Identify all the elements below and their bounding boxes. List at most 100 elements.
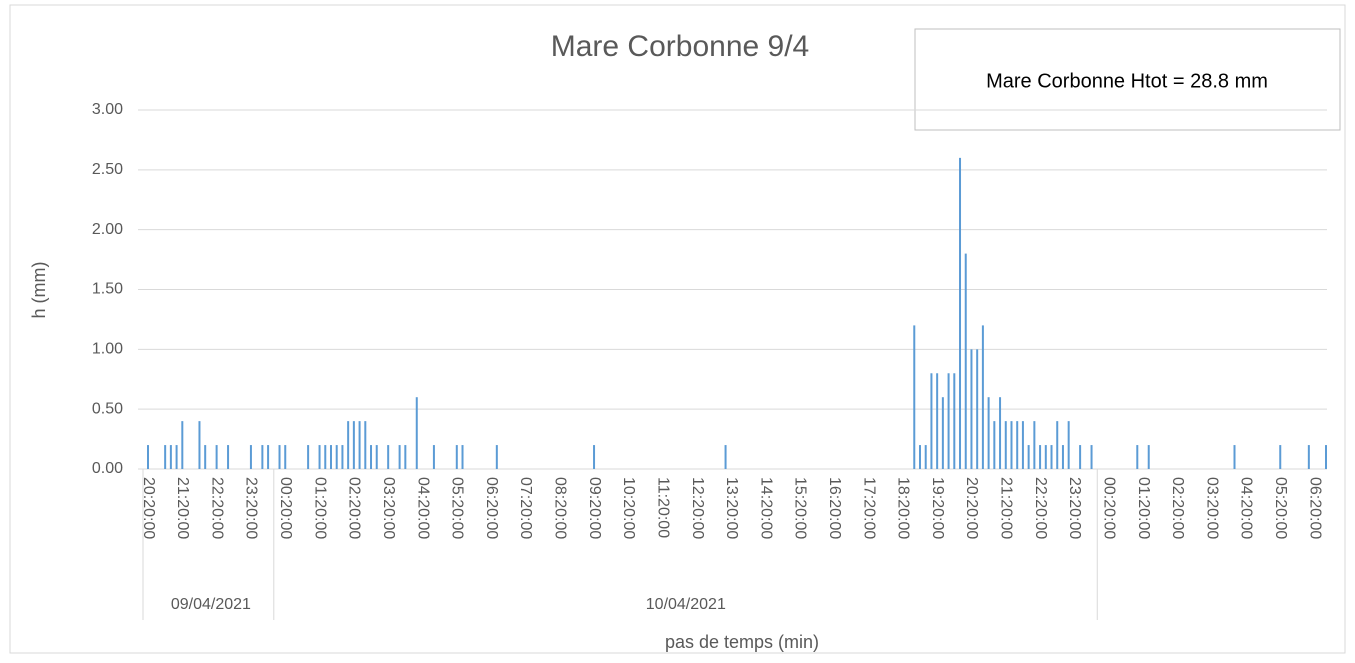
x-tick-label: 21:20:00 xyxy=(174,477,191,539)
bar xyxy=(987,397,990,469)
x-tick-label: 06:20:00 xyxy=(1306,477,1323,539)
bar xyxy=(398,445,401,469)
bar xyxy=(352,421,355,469)
bar xyxy=(175,445,178,469)
y-tick-label: 1.00 xyxy=(92,341,123,358)
bar xyxy=(1039,445,1042,469)
bar xyxy=(215,445,218,469)
x-tick-label: 20:20:00 xyxy=(963,477,980,539)
bar xyxy=(593,445,596,469)
y-tick-label: 3.00 xyxy=(92,101,123,118)
bar xyxy=(495,445,498,469)
y-tick-label: 0.50 xyxy=(92,400,123,417)
bar xyxy=(249,445,252,469)
x-tick-label: 10:20:00 xyxy=(620,477,637,539)
x-tick-label: 11:20:00 xyxy=(654,477,671,538)
bar xyxy=(335,445,338,469)
bar xyxy=(1147,445,1150,469)
group-label: 10/04/2021 xyxy=(646,596,726,613)
x-tick-label: 16:20:00 xyxy=(826,477,843,539)
bar xyxy=(1325,445,1327,469)
bar xyxy=(1004,421,1007,469)
bar xyxy=(370,445,373,469)
bar xyxy=(307,445,310,469)
bar xyxy=(930,373,933,469)
bar xyxy=(341,445,344,469)
chart-title: Mare Corbonne 9/4 xyxy=(551,30,810,63)
y-axis-label: h (mm) xyxy=(29,262,49,319)
bar xyxy=(415,397,418,469)
x-tick-label: 05:20:00 xyxy=(1272,477,1289,539)
bar xyxy=(455,445,458,469)
x-tick-label: 15:20:00 xyxy=(792,477,809,539)
bar xyxy=(959,157,962,469)
y-tick-label: 1.50 xyxy=(92,281,123,298)
x-tick-label: 20:20:00 xyxy=(140,477,157,539)
x-tick-label: 09:20:00 xyxy=(586,477,603,539)
x-tick-label: 19:20:00 xyxy=(929,477,946,539)
bar xyxy=(267,445,270,469)
x-tick-label: 03:20:00 xyxy=(380,477,397,539)
bar xyxy=(936,373,939,469)
x-tick-label: 04:20:00 xyxy=(414,477,431,539)
bar xyxy=(1027,445,1030,469)
x-tick-label: 00:20:00 xyxy=(1100,477,1117,539)
x-tick-label: 02:20:00 xyxy=(1169,477,1186,539)
bar xyxy=(953,373,956,469)
bar xyxy=(1010,421,1013,469)
x-tick-label: 03:20:00 xyxy=(1203,477,1220,539)
bar xyxy=(375,445,378,469)
x-tick-label: 14:20:00 xyxy=(757,477,774,539)
x-tick-label: 05:20:00 xyxy=(449,477,466,539)
y-tick-label: 0.00 xyxy=(92,460,123,477)
bar xyxy=(999,397,1002,469)
bar xyxy=(1061,445,1064,469)
bar xyxy=(324,445,327,469)
bar xyxy=(1233,445,1236,469)
x-tick-label: 22:20:00 xyxy=(208,477,225,539)
bar xyxy=(1033,421,1036,469)
bar xyxy=(404,445,407,469)
bar xyxy=(164,445,167,469)
group-label: 09/04/2021 xyxy=(171,596,251,613)
bar xyxy=(329,445,332,469)
x-axis-label: pas de temps (min) xyxy=(665,632,819,652)
bar xyxy=(147,445,149,469)
bar xyxy=(1050,445,1053,469)
x-tick-label: 00:20:00 xyxy=(277,477,294,539)
bar xyxy=(387,445,390,469)
y-tick-label: 2.50 xyxy=(92,161,123,178)
bar xyxy=(1307,445,1310,469)
bar xyxy=(1044,445,1047,469)
bar xyxy=(1056,421,1059,469)
x-tick-label: 23:20:00 xyxy=(1066,477,1083,539)
bar xyxy=(1016,421,1019,469)
bar xyxy=(964,253,967,469)
bar xyxy=(432,445,435,469)
bar xyxy=(947,373,950,469)
bar xyxy=(358,421,361,469)
bar xyxy=(970,349,973,469)
bar xyxy=(924,445,927,469)
bar xyxy=(278,445,281,469)
bar xyxy=(461,445,464,469)
bar xyxy=(1136,445,1139,469)
bar xyxy=(364,421,367,469)
bar xyxy=(918,445,921,469)
bar xyxy=(347,421,350,469)
y-tick-label: 2.00 xyxy=(92,221,123,238)
bar xyxy=(976,349,979,469)
x-tick-label: 06:20:00 xyxy=(483,477,500,539)
bar xyxy=(318,445,321,469)
bar xyxy=(981,325,984,469)
bar xyxy=(993,421,996,469)
x-tick-label: 02:20:00 xyxy=(346,477,363,539)
x-tick-label: 04:20:00 xyxy=(1238,477,1255,539)
bar xyxy=(198,421,201,469)
bar xyxy=(261,445,264,469)
bar xyxy=(227,445,230,469)
x-tick-label: 23:20:00 xyxy=(243,477,260,539)
bar xyxy=(1021,421,1024,469)
